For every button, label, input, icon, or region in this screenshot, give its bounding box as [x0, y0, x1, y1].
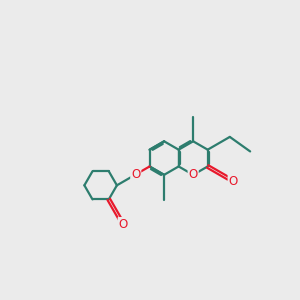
Text: O: O: [229, 175, 238, 188]
Text: O: O: [118, 218, 128, 231]
Text: O: O: [188, 168, 198, 181]
Text: O: O: [131, 168, 140, 181]
